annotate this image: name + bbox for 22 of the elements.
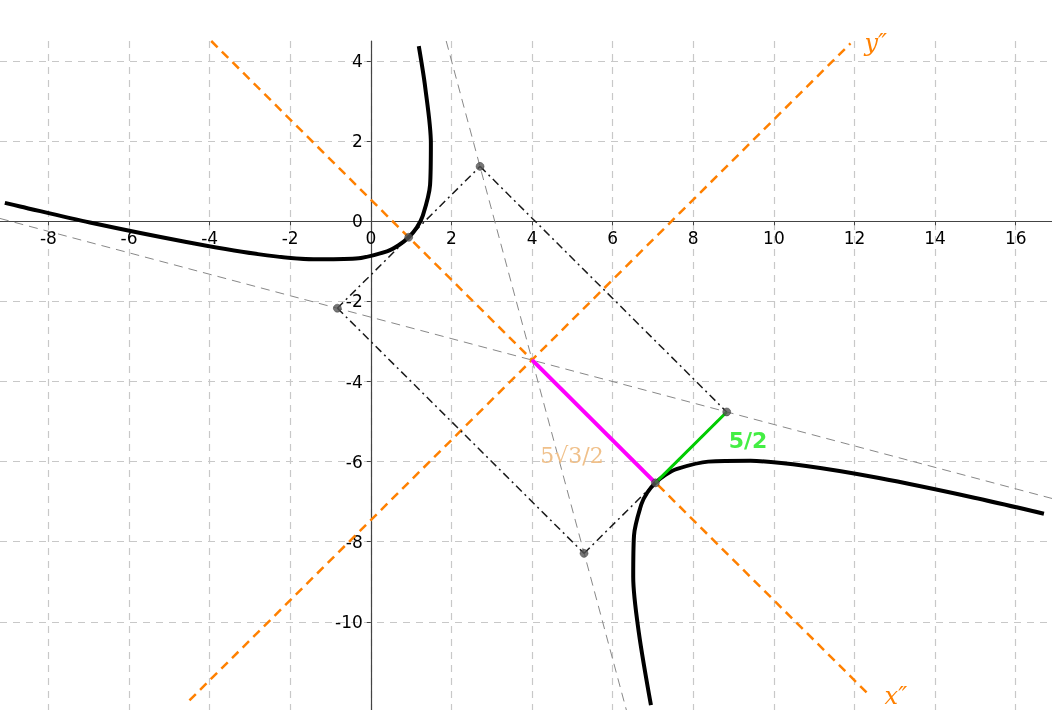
y-tick-label: -4	[345, 371, 363, 392]
y-tick-label: 2	[351, 131, 363, 152]
x-tick-label: 6	[607, 227, 619, 248]
x-tick-label: 4	[526, 227, 538, 248]
y-tick-label: -2	[345, 291, 363, 312]
x-tick-label: 16	[1004, 227, 1027, 248]
y-tick-label: -6	[345, 451, 363, 472]
series-label: x″	[884, 682, 908, 710]
x-tick-label: -8	[39, 227, 57, 248]
x-tick-label: -2	[281, 227, 299, 248]
x-tick-label: 2	[446, 227, 457, 248]
annotation: 5√3/2	[540, 442, 604, 468]
x-tick-label: -4	[201, 227, 219, 248]
x-tick-label: 10	[763, 227, 785, 248]
y-tick-label: -10	[335, 611, 363, 632]
annotation: 5/2	[728, 427, 768, 453]
series-label: y″	[863, 29, 888, 58]
x-tick-label: 8	[687, 227, 699, 248]
y-tick-label: -8	[345, 531, 363, 552]
x-tick-label: 12	[843, 227, 866, 248]
x-tick-label: 14	[924, 227, 946, 248]
y-tick-label: 4	[351, 51, 363, 72]
